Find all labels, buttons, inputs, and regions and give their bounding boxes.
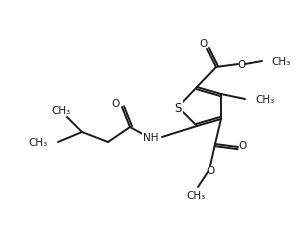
Text: S: S (174, 101, 182, 114)
Text: O: O (200, 39, 208, 49)
Text: CH₃: CH₃ (186, 190, 206, 200)
Text: CH₃: CH₃ (255, 94, 274, 105)
Text: O: O (238, 60, 246, 70)
Text: O: O (207, 165, 215, 175)
Text: O: O (239, 140, 247, 150)
Text: CH₃: CH₃ (52, 106, 71, 115)
Text: CH₃: CH₃ (271, 57, 290, 67)
Text: NH: NH (144, 133, 159, 142)
Text: O: O (112, 99, 120, 109)
Text: CH₃: CH₃ (29, 137, 48, 147)
